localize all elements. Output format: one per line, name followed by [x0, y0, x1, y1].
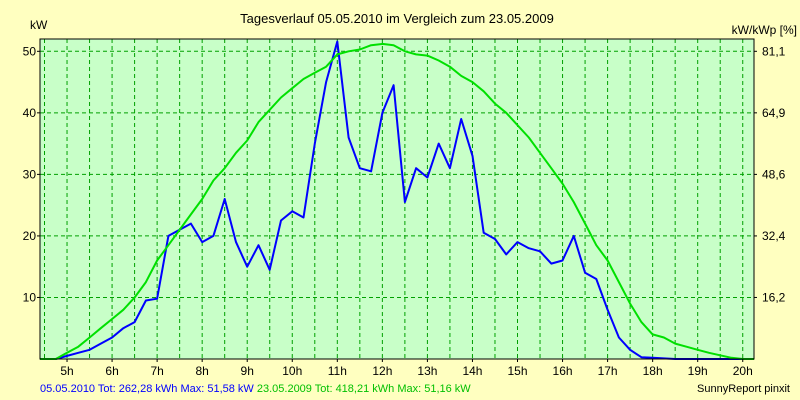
x-tick-label: 14h	[462, 364, 482, 378]
left-axis-unit: kW	[30, 18, 48, 32]
x-tick-label: 5h	[60, 364, 73, 378]
right-tick-label: 64,9	[762, 106, 786, 120]
series-line-2010	[40, 40, 754, 360]
right-axis-unit: kW/kWp [%]	[732, 23, 797, 37]
right-tick-label: 81,1	[762, 44, 786, 58]
footer-2010-summary: 05.05.2010 Tot: 262,28 kWh Max: 51,58 kW	[40, 383, 254, 395]
y-tick-label: 40	[23, 106, 37, 120]
x-tick-label: 20h	[733, 364, 753, 378]
footer-credit: SunnyReport pinxit	[697, 383, 790, 395]
y-tick-label: 30	[23, 167, 37, 181]
x-tick-label: 10h	[282, 364, 302, 378]
x-tick-label: 16h	[553, 364, 573, 378]
x-tick-label: 17h	[598, 364, 618, 378]
right-tick-label: 48,6	[762, 167, 786, 181]
footer-summary: 05.05.2010 Tot: 262,28 kWh Max: 51,58 kW…	[40, 383, 471, 395]
x-tick-label: 19h	[688, 364, 708, 378]
x-tick-label: 11h	[328, 364, 347, 378]
y-tick-label: 10	[23, 290, 37, 304]
plot-frame	[39, 38, 755, 360]
x-tick-label: 18h	[643, 364, 663, 378]
x-tick-label: 12h	[372, 364, 392, 378]
x-tick-label: 9h	[241, 364, 254, 378]
x-tick-label: 13h	[417, 364, 437, 378]
chart-title: Tagesverlauf 05.05.2010 im Vergleich zum…	[240, 11, 554, 26]
right-tick-label: 32,4	[762, 229, 786, 243]
x-tick-label: 7h	[150, 364, 163, 378]
right-tick-label: 16,2	[762, 290, 786, 304]
x-tick-label: 8h	[195, 364, 208, 378]
plot-area	[40, 39, 754, 359]
x-tick-label: 15h	[507, 364, 527, 378]
y-tick-label: 20	[23, 229, 37, 243]
footer-2009-summary: 23.05.2009 Tot: 418,21 kWh Max: 51,16 kW	[253, 383, 471, 395]
y-tick-label: 50	[23, 44, 37, 58]
series-line-2009	[40, 42, 754, 360]
x-tick-label: 6h	[105, 364, 118, 378]
